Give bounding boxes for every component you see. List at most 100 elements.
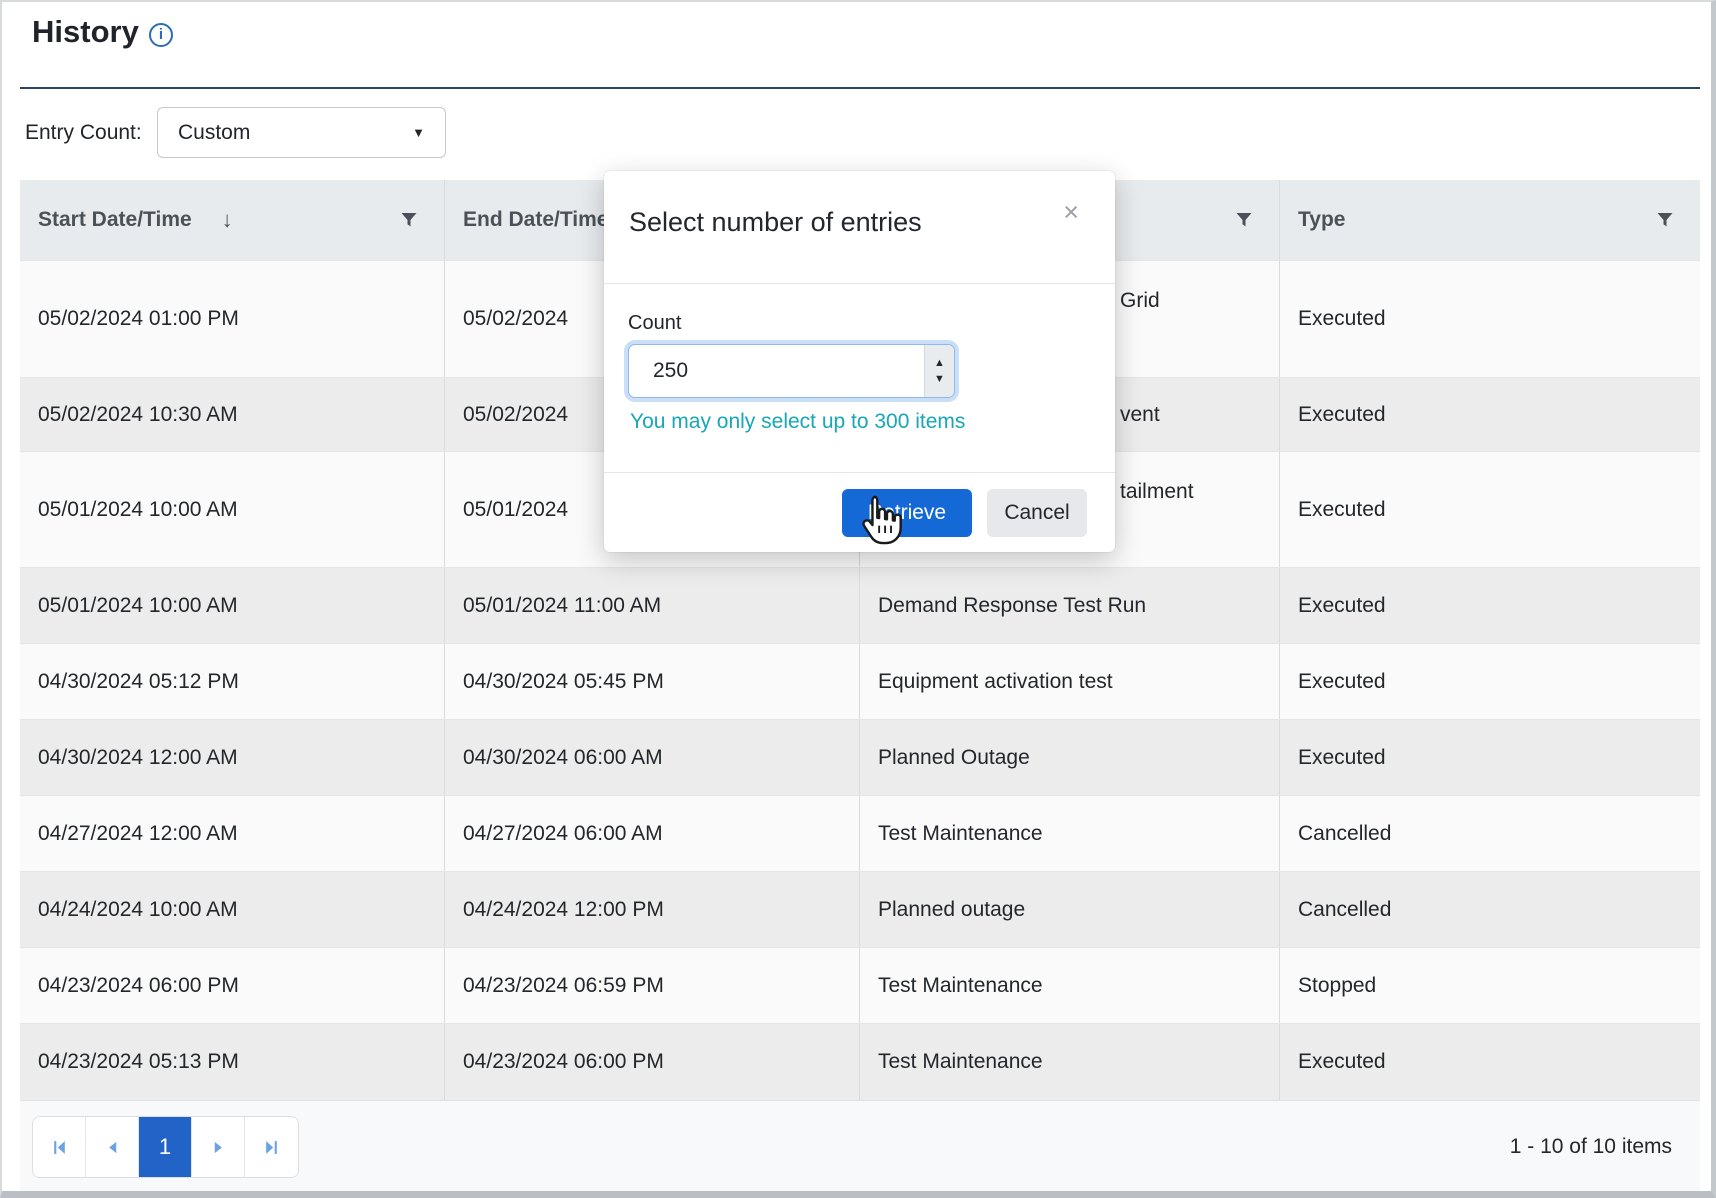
table-row[interactable]: 04/30/2024 05:12 PM 04/30/2024 05:45 PM Eq… (20, 643, 1700, 719)
cell-start-datetime-value: 04/23/2024 05:13 PM (38, 1050, 239, 1074)
cell-start-datetime-value: 05/02/2024 01:00 PM (38, 307, 239, 331)
first-page-button[interactable] (33, 1117, 86, 1177)
table-row[interactable]: 04/27/2024 12:00 AM 04/27/2024 06:00 AM Te… (20, 795, 1700, 871)
table-row[interactable]: 04/30/2024 12:00 AM04/30/2024 06:00 AMPl… (20, 719, 1700, 795)
cell-end-datetime-value: 05/02/2024 (463, 403, 568, 427)
cell-end-datetime: 04/30/2024 05:45 PM (445, 644, 860, 719)
cell-start-datetime: 04/30/2024 05:12 PM (20, 644, 445, 719)
cell-name-value: Equipment activation test (878, 670, 1113, 694)
column-header-type[interactable]: Type (1280, 180, 1700, 260)
cell-name-value: Test Maintenance (878, 822, 1043, 846)
cell-type-value: Executed (1298, 594, 1386, 618)
cell-type: Executed (1280, 568, 1700, 643)
cell-type-value: Executed (1298, 498, 1386, 522)
previous-page-button[interactable] (86, 1117, 139, 1177)
dialog-body: Count ▲ ▼ You may only select up to 300 … (604, 312, 1115, 434)
cell-start-datetime: 05/02/2024 01:00 PM (20, 261, 445, 377)
cell-type: Stopped (1280, 948, 1700, 1023)
cell-name-value: Planned outage (878, 898, 1025, 922)
cell-type: Executed (1280, 644, 1700, 719)
cell-type-value: Executed (1298, 403, 1386, 427)
cell-end-datetime-value: 04/23/2024 06:00 PM (463, 1050, 664, 1074)
cell-end-datetime: 04/27/2024 06:00 AM (445, 796, 860, 871)
filter-icon[interactable] (400, 211, 418, 229)
cell-start-datetime-value: 04/27/2024 12:00 AM (38, 822, 238, 846)
dialog-footer: Retrieve Cancel (604, 472, 1115, 552)
cell-start-datetime-value: 04/30/2024 12:00 AM (38, 746, 238, 770)
entry-count-dropdown[interactable]: Custom ▼ (157, 107, 446, 158)
cell-name: Test Maintenance (860, 948, 1280, 1023)
last-page-button[interactable] (245, 1117, 298, 1177)
title-divider (20, 87, 1700, 89)
page-1-button[interactable]: 1 (139, 1117, 192, 1177)
cell-type: Executed (1280, 452, 1700, 567)
pagination-bar: 1 1 - 10 of 10 items (20, 1100, 1700, 1191)
select-entries-dialog: Select number of entries × Count ▲ ▼ You… (604, 171, 1115, 552)
cell-start-datetime: 05/02/2024 10:30 AM (20, 378, 445, 451)
cell-name: Test Maintenance (860, 1024, 1280, 1100)
cell-name: Test Maintenance (860, 796, 1280, 871)
cell-end-datetime: 04/23/2024 06:59 PM (445, 948, 860, 1023)
cell-start-datetime: 04/23/2024 05:13 PM (20, 1024, 445, 1100)
cell-type: Cancelled (1280, 872, 1700, 947)
cell-name-value: tailment (1120, 480, 1194, 504)
retrieve-button[interactable]: Retrieve (842, 489, 972, 537)
cell-start-datetime-value: 04/24/2024 10:00 AM (38, 898, 238, 922)
table-row[interactable]: 04/23/2024 06:00 PM 04/23/2024 06:59 PM Te… (20, 947, 1700, 1023)
filter-icon[interactable] (1656, 211, 1674, 229)
cell-name: Equipment activation test (860, 644, 1280, 719)
max-items-hint: You may only select up to 300 items (630, 410, 1091, 434)
cell-start-datetime: 04/23/2024 06:00 PM (20, 948, 445, 1023)
cell-type-value: Stopped (1298, 974, 1376, 998)
column-header-start-datetime[interactable]: Start Date/Time ↓ (20, 180, 445, 260)
close-icon[interactable]: × (1063, 199, 1079, 226)
cell-end-datetime-value: 05/02/2024 (463, 307, 568, 331)
cell-type-value: Executed (1298, 746, 1386, 770)
info-icon[interactable]: i (149, 23, 173, 47)
cell-end-datetime: 04/23/2024 06:00 PM (445, 1024, 860, 1100)
cell-start-datetime-value: 04/30/2024 05:12 PM (38, 670, 239, 694)
cell-end-datetime-value: 05/01/2024 11:00 AM (463, 594, 661, 618)
cell-type-value: Executed (1298, 670, 1386, 694)
count-input[interactable] (629, 345, 924, 397)
cell-end-datetime: 04/24/2024 12:00 PM (445, 872, 860, 947)
spinner-down-icon[interactable]: ▼ (934, 374, 945, 385)
history-page: History i Entry Count: Custom ▼ Start Da… (0, 0, 1716, 1198)
cell-start-datetime-value: 05/01/2024 10:00 AM (38, 498, 238, 522)
pagination-controls: 1 (32, 1116, 299, 1178)
cell-type-value: Cancelled (1298, 898, 1391, 922)
cell-end-datetime-value: 04/27/2024 06:00 AM (463, 822, 663, 846)
cell-name-value: Test Maintenance (878, 1050, 1043, 1074)
cell-type: Cancelled (1280, 796, 1700, 871)
cell-type: Executed (1280, 378, 1700, 451)
cell-start-datetime: 05/01/2024 10:00 AM (20, 452, 445, 567)
spinner-up-icon[interactable]: ▲ (934, 358, 945, 369)
cell-name: Demand Response Test Run (860, 568, 1280, 643)
cell-end-datetime: 04/30/2024 06:00 AM (445, 720, 860, 795)
table-row[interactable]: 05/01/2024 10:00 AM 05/01/2024 11:00 AM De… (20, 567, 1700, 643)
cell-end-datetime-value: 04/24/2024 12:00 PM (463, 898, 664, 922)
cell-start-datetime: 04/24/2024 10:00 AM (20, 872, 445, 947)
table-row[interactable]: 04/23/2024 05:13 PM 04/23/2024 06:00 PM Te… (20, 1023, 1700, 1100)
cell-type: Executed (1280, 261, 1700, 377)
cancel-button[interactable]: Cancel (987, 489, 1087, 537)
next-page-button[interactable] (192, 1117, 245, 1177)
cell-end-datetime-value: 04/30/2024 05:45 PM (463, 670, 664, 694)
cell-end-datetime: 05/01/2024 11:00 AM (445, 568, 860, 643)
cell-start-datetime: 05/01/2024 10:00 AM (20, 568, 445, 643)
sort-desc-icon: ↓ (222, 207, 233, 233)
entry-count-value: Custom (178, 121, 250, 145)
table-row[interactable]: 04/24/2024 10:00 AM 04/24/2024 12:00 PM Pl… (20, 871, 1700, 947)
number-spinner: ▲ ▼ (924, 345, 954, 397)
cell-start-datetime-value: 04/23/2024 06:00 PM (38, 974, 239, 998)
page-title: History (32, 14, 139, 50)
dialog-title: Select number of entries (629, 207, 922, 238)
cell-name-value: Test Maintenance (878, 974, 1043, 998)
count-field-wrapper: ▲ ▼ (628, 344, 955, 398)
cell-type-value: Executed (1298, 1050, 1386, 1074)
cell-type-value: Cancelled (1298, 822, 1391, 846)
filter-icon[interactable] (1235, 211, 1253, 229)
cell-start-datetime-value: 05/01/2024 10:00 AM (38, 594, 238, 618)
dialog-header: Select number of entries × (604, 171, 1115, 284)
cell-start-datetime: 04/27/2024 12:00 AM (20, 796, 445, 871)
